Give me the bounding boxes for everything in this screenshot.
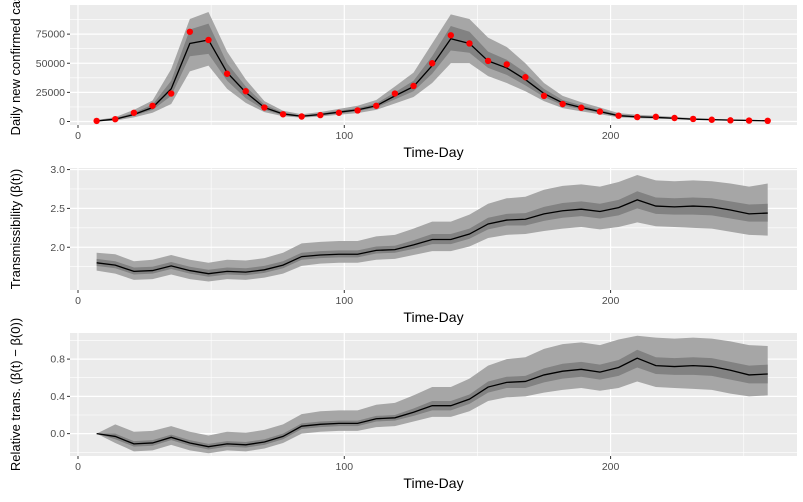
observed-point [167,90,175,97]
x-tick-label: 0 [75,130,81,142]
y-tick-label: 0 [59,116,65,128]
observed-point [261,104,268,111]
median-line [96,199,768,275]
y-tick-label: 75000 [36,29,65,41]
observed-point [373,102,380,109]
x-axis-title: Time-Day [403,309,463,325]
observed-point [503,61,510,68]
x-tick-label: 100 [336,295,354,307]
observed-point [335,109,343,116]
x-tick-label: 200 [602,130,620,142]
observed-point [484,57,492,65]
observed-point [559,100,566,108]
observed-point [93,117,100,125]
x-tick-label: 0 [75,295,81,307]
observed-point [466,40,473,47]
x-axis-title: Time-Day [403,144,463,160]
median-line [96,357,768,448]
y-tick-label: 50000 [36,58,65,70]
y-axis-title: Daily new confirmed cas [8,0,23,135]
y-tick-label: 2.0 [50,242,65,254]
observed-point [223,70,231,77]
observed-point [317,111,324,119]
observed-point [447,32,455,39]
x-tick-label: 100 [336,461,354,473]
x-tick-label: 200 [602,295,620,307]
observed-point [205,36,212,44]
y-axis-title: Relative trans. (β(t) − β(0)) [8,318,23,471]
inner-credible-band [96,23,768,122]
x-tick-label: 0 [75,461,81,473]
observed-point [130,109,138,116]
y-tick-label: 3.0 [50,164,65,176]
observed-point [689,115,697,123]
y-tick-label: 0.0 [50,428,65,440]
observed-point [596,108,604,115]
observed-point [112,115,119,123]
observed-point [186,28,194,35]
observed-point [391,90,399,97]
observed-point [727,117,734,124]
observed-point [634,113,641,121]
inner-credible-band [96,191,768,277]
observed-point [149,102,156,109]
observed-point [428,60,436,67]
y-tick-label: 0.8 [50,354,65,366]
y-axis-title: Transmissibility (β(t)) [8,169,23,289]
outer-credible-band [96,174,768,282]
observed-point [708,116,715,123]
panel-transmissibility: 2.0 2.5 3.0 0 100 200 Time-Day Transmissibility… [8,164,797,325]
observed-point [615,112,622,119]
x-tick-label: 200 [602,461,620,473]
observed-point [354,107,361,114]
x-tick-label: 100 [336,130,354,142]
observed-point [410,82,417,90]
observed-point [671,114,678,122]
observed-point [578,104,585,111]
observed-point [652,113,660,121]
inner-credible-band [96,349,768,450]
observed-point [279,111,287,118]
y-tick-label: 0.4 [50,391,65,403]
observed-point [540,92,548,100]
y-tick-label: 25000 [36,87,65,99]
x-axis-title: Time-Day [403,475,463,491]
observed-point [764,117,771,125]
observed-point [298,113,305,120]
observed-point [242,88,249,95]
observed-point [745,117,753,124]
y-tick-label: 2.5 [50,203,65,215]
observed-point [522,74,529,81]
panel-relative-transmission: 0.0 0.4 0.8 0 100 200 Time-Day Relative trans. … [8,318,797,491]
panel-daily-cases: 0 25000 50000 75000 0 100 200 Time-Day Daily new… [8,0,797,160]
